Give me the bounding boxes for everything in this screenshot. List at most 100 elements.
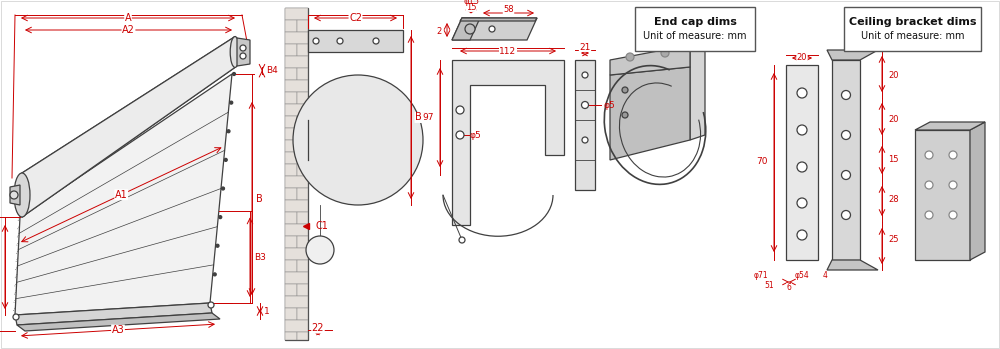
Bar	[285, 224, 308, 236]
Circle shape	[219, 216, 222, 218]
Bar	[285, 128, 308, 140]
Circle shape	[465, 24, 475, 34]
Bar	[297, 212, 308, 223]
Circle shape	[489, 26, 495, 32]
Circle shape	[216, 244, 219, 247]
Text: B5: B5	[415, 112, 428, 122]
Circle shape	[797, 88, 807, 98]
Text: C2: C2	[349, 13, 362, 23]
Text: 70: 70	[757, 157, 768, 166]
Bar	[285, 80, 308, 91]
Circle shape	[227, 130, 230, 133]
Polygon shape	[10, 185, 20, 205]
Bar	[297, 20, 308, 31]
Polygon shape	[610, 45, 690, 75]
Text: A: A	[125, 13, 131, 23]
Circle shape	[925, 211, 933, 219]
Bar	[285, 272, 308, 283]
Bar	[285, 248, 308, 260]
Polygon shape	[610, 67, 690, 160]
Circle shape	[661, 49, 669, 57]
Text: Ceiling bracket dims: Ceiling bracket dims	[849, 17, 976, 27]
Circle shape	[797, 125, 807, 135]
Polygon shape	[915, 122, 985, 130]
Circle shape	[456, 131, 464, 139]
Bar	[285, 296, 308, 307]
Circle shape	[459, 237, 465, 243]
Text: 25: 25	[888, 236, 898, 245]
Text: C1: C1	[316, 221, 329, 231]
Bar	[297, 44, 308, 55]
Text: 90: 90	[862, 42, 872, 51]
FancyBboxPatch shape	[844, 7, 981, 51]
Circle shape	[232, 73, 236, 75]
Bar	[297, 284, 308, 296]
Text: 6: 6	[787, 283, 791, 292]
Bar	[285, 20, 296, 31]
Circle shape	[842, 90, 850, 99]
Circle shape	[622, 87, 628, 93]
Bar	[297, 68, 308, 80]
Circle shape	[337, 38, 343, 44]
Circle shape	[797, 162, 807, 172]
Text: 112: 112	[499, 46, 517, 55]
Bar	[285, 284, 296, 296]
Bar	[285, 116, 296, 127]
Circle shape	[582, 137, 588, 143]
Circle shape	[208, 302, 214, 308]
Bar	[297, 164, 308, 176]
Bar	[297, 92, 308, 104]
Circle shape	[306, 236, 334, 264]
Bar	[285, 152, 308, 163]
Text: End cap dims: End cap dims	[654, 17, 736, 27]
Circle shape	[925, 151, 933, 159]
Text: φ15: φ15	[464, 0, 480, 6]
Bar	[285, 44, 296, 55]
Circle shape	[582, 102, 588, 109]
Bar	[285, 332, 296, 340]
Polygon shape	[575, 60, 595, 190]
Polygon shape	[460, 18, 537, 21]
Circle shape	[842, 210, 850, 220]
Polygon shape	[237, 38, 250, 66]
Circle shape	[582, 72, 588, 78]
Text: φ54: φ54	[795, 270, 809, 280]
Text: 51: 51	[764, 281, 774, 290]
Text: φ71: φ71	[753, 270, 768, 280]
Bar	[285, 188, 296, 200]
Bar	[285, 8, 308, 20]
Bar	[285, 104, 308, 116]
Bar	[297, 308, 308, 319]
Text: Unit of measure: mm: Unit of measure: mm	[643, 31, 747, 41]
Circle shape	[797, 230, 807, 240]
Text: 20: 20	[888, 70, 898, 80]
Text: 21: 21	[579, 43, 591, 52]
Text: B4: B4	[266, 66, 278, 75]
Bar	[285, 8, 308, 340]
Text: 58: 58	[503, 6, 514, 15]
Polygon shape	[832, 60, 860, 260]
Circle shape	[949, 211, 957, 219]
Polygon shape	[15, 74, 232, 315]
Text: 20: 20	[888, 114, 898, 124]
Polygon shape	[915, 130, 970, 260]
Polygon shape	[452, 18, 480, 40]
Polygon shape	[970, 122, 985, 260]
Circle shape	[240, 45, 246, 51]
Polygon shape	[15, 303, 212, 325]
Circle shape	[842, 171, 850, 179]
Circle shape	[313, 38, 319, 44]
Bar	[285, 32, 308, 44]
Bar	[285, 176, 308, 187]
Bar	[285, 56, 308, 67]
Circle shape	[622, 112, 628, 118]
Text: 22: 22	[312, 323, 324, 333]
Text: 20: 20	[797, 53, 807, 62]
Bar	[297, 116, 308, 127]
Polygon shape	[452, 18, 537, 40]
Bar	[285, 212, 296, 223]
Bar	[285, 68, 296, 80]
Bar	[285, 236, 296, 247]
Text: A2: A2	[122, 25, 135, 35]
Bar	[297, 140, 308, 151]
